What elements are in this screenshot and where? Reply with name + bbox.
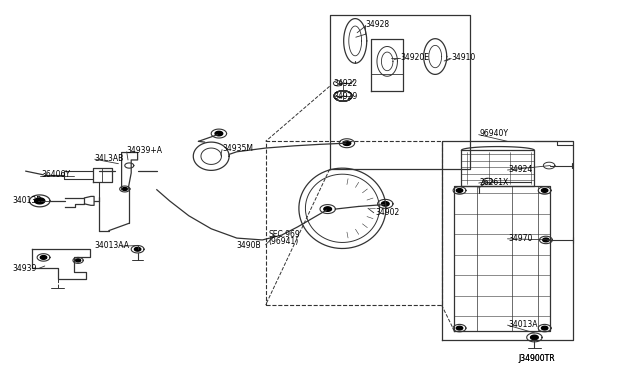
Polygon shape: [543, 238, 549, 242]
Polygon shape: [541, 326, 548, 330]
Text: 26261X: 26261X: [480, 178, 509, 187]
Text: J34900TR: J34900TR: [518, 355, 555, 363]
Text: 34935M: 34935M: [222, 144, 253, 153]
Text: 34910: 34910: [451, 53, 476, 62]
Text: SEC.969: SEC.969: [269, 230, 301, 239]
Polygon shape: [134, 247, 141, 251]
Text: 34920E: 34920E: [400, 53, 429, 62]
Polygon shape: [456, 326, 463, 330]
Text: 34924: 34924: [509, 165, 533, 174]
Text: 34013A: 34013A: [509, 320, 538, 329]
Text: 34939+A: 34939+A: [127, 146, 163, 155]
Text: 34922: 34922: [333, 79, 358, 88]
Polygon shape: [381, 202, 389, 206]
Polygon shape: [40, 256, 47, 259]
Text: 34902: 34902: [375, 208, 399, 217]
Polygon shape: [541, 189, 548, 192]
Polygon shape: [343, 141, 351, 145]
Polygon shape: [531, 335, 538, 340]
Polygon shape: [456, 189, 463, 192]
Polygon shape: [76, 259, 81, 262]
Polygon shape: [324, 207, 332, 211]
Text: 36406Y: 36406Y: [42, 170, 70, 179]
Polygon shape: [215, 131, 223, 136]
Text: J34900TR: J34900TR: [518, 355, 555, 363]
Text: 34013B: 34013B: [13, 196, 42, 205]
Text: 96940Y: 96940Y: [480, 129, 509, 138]
Text: 34L3AB: 34L3AB: [95, 154, 124, 163]
Text: 34970: 34970: [509, 234, 533, 243]
Text: 3490B: 3490B: [237, 241, 261, 250]
Text: (96941): (96941): [269, 237, 299, 246]
Text: 34939: 34939: [13, 264, 37, 273]
Polygon shape: [122, 187, 127, 190]
Text: 34013AA: 34013AA: [95, 241, 130, 250]
Text: 34928: 34928: [365, 20, 390, 29]
Polygon shape: [35, 198, 45, 204]
Text: 34929: 34929: [333, 92, 358, 101]
